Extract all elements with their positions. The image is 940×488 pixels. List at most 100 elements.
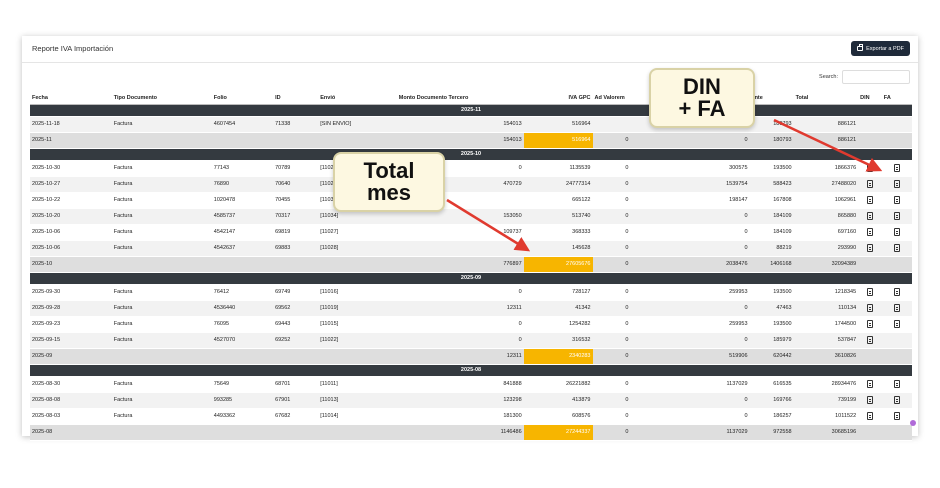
table-cell: 368333 <box>523 224 593 241</box>
table-cell: 69562 <box>273 300 319 317</box>
din-document-icon[interactable] <box>866 244 873 252</box>
table-cell: Factura <box>111 160 212 177</box>
table-cell: [11011] <box>318 376 397 393</box>
column-header[interactable]: Total <box>793 92 859 105</box>
fa-document-icon[interactable] <box>893 380 900 388</box>
din-document-icon[interactable] <box>866 396 873 404</box>
column-header[interactable]: ente <box>749 92 794 105</box>
table-cell: Factura <box>111 332 212 349</box>
din-document-icon[interactable] <box>866 304 873 312</box>
column-header[interactable]: Fecha <box>30 92 112 105</box>
table-cell: [11028] <box>318 240 397 257</box>
table-cell: 76890 <box>211 176 274 193</box>
table-cell: 70455 <box>273 192 319 209</box>
column-header[interactable]: FA <box>881 92 912 105</box>
fa-cell <box>881 300 912 317</box>
table-row: 2025-10-30 Factura 77143 70789 [11029] 0 11355… <box>30 160 912 177</box>
din-document-icon[interactable] <box>866 320 873 328</box>
table-cell: 30685196 <box>793 424 859 441</box>
table-cell: 0 <box>592 176 662 193</box>
fa-document-icon[interactable] <box>893 412 900 420</box>
table-cell: 145628 <box>523 240 593 257</box>
fa-cell <box>881 256 912 273</box>
table-cell: [SIN ENVIO] <box>318 116 397 133</box>
fa-cell <box>881 132 912 149</box>
table-cell <box>211 256 274 273</box>
table-cell: 841888 <box>396 376 524 393</box>
search-label: Search: <box>819 74 838 80</box>
table-cell <box>211 424 274 441</box>
column-header[interactable]: ID <box>273 92 319 105</box>
table-row: 2025-09-30 Factura 76412 69749 [11016] 0 72812… <box>30 284 912 301</box>
table-cell: 181300 <box>396 408 524 425</box>
column-header[interactable]: Envió <box>318 92 397 105</box>
printer-icon <box>857 44 864 51</box>
table-cell: 88219 <box>749 240 794 257</box>
din-document-icon[interactable] <box>866 164 873 172</box>
din-cell <box>858 348 882 365</box>
column-header[interactable]: Folio <box>211 92 274 105</box>
table-cell <box>111 132 212 149</box>
subtotal-row: 2025-08 1146486 27244337 0 1137029 972558 3068… <box>30 424 912 441</box>
column-header[interactable]: Monto Documento Tercero <box>396 92 524 105</box>
din-document-icon[interactable] <box>866 196 873 204</box>
table-cell: 47463 <box>749 300 794 317</box>
table-cell: 0 <box>661 392 750 409</box>
table-cell <box>592 116 662 133</box>
table-cell: 4493362 <box>211 408 274 425</box>
fa-document-icon[interactable] <box>893 228 900 236</box>
table-cell: 154013 <box>396 116 524 133</box>
fa-document-icon[interactable] <box>893 396 900 404</box>
table-cell: 4585737 <box>211 208 274 225</box>
table-cell: 0 <box>592 192 662 209</box>
din-document-icon[interactable] <box>866 336 873 344</box>
table-cell: 68701 <box>273 376 319 393</box>
din-cell <box>858 424 882 441</box>
fa-document-icon[interactable] <box>893 320 900 328</box>
subtotal-row: 2025-09 12311 2340283 0 519906 620442 3610826 <box>30 348 912 365</box>
fa-document-icon[interactable] <box>893 288 900 296</box>
fa-document-icon[interactable] <box>893 244 900 252</box>
table-cell: 1254282 <box>523 316 593 333</box>
column-header[interactable]: Ad Valorem <box>592 92 662 105</box>
table-cell <box>318 348 397 365</box>
table-row: 2025-08-03 Factura 4493362 67682 [11014] 1813… <box>30 408 912 425</box>
search-input[interactable] <box>842 70 910 84</box>
column-header[interactable]: DIN <box>858 92 882 105</box>
table-cell: Factura <box>111 284 212 301</box>
table-cell: 193500 <box>749 284 794 301</box>
table-cell: 27605676 <box>523 256 593 273</box>
din-document-icon[interactable] <box>866 228 873 236</box>
table-cell: 0 <box>592 132 662 149</box>
table-cell: 0 <box>592 240 662 257</box>
din-document-icon[interactable] <box>866 380 873 388</box>
table-cell: 169766 <box>749 392 794 409</box>
table-cell: 2025-10-22 <box>30 192 112 209</box>
table-cell: [11034] <box>318 208 397 225</box>
callout-din-fa: DIN + FA <box>649 68 755 128</box>
column-header[interactable]: IVA GPC <box>523 92 593 105</box>
table-cell: 0 <box>592 160 662 177</box>
table-cell: 300575 <box>661 160 750 177</box>
column-header[interactable]: Tipo Documento <box>111 92 212 105</box>
din-document-icon[interactable] <box>866 212 873 220</box>
table-cell: [11016] <box>318 284 397 301</box>
din-cell <box>858 160 882 177</box>
din-document-icon[interactable] <box>866 180 873 188</box>
fa-document-icon[interactable] <box>893 164 900 172</box>
din-document-icon[interactable] <box>866 412 873 420</box>
din-cell <box>858 208 882 225</box>
table-cell: 2025-10-06 <box>30 224 112 241</box>
fa-document-icon[interactable] <box>893 180 900 188</box>
export-pdf-button[interactable]: Exportar a PDF <box>851 41 910 56</box>
fa-document-icon[interactable] <box>893 212 900 220</box>
table-cell: Factura <box>111 376 212 393</box>
table-cell: 198147 <box>661 192 750 209</box>
table-cell: 76412 <box>211 284 274 301</box>
table-cell: 109737 <box>396 224 524 241</box>
fa-document-icon[interactable] <box>893 304 900 312</box>
din-document-icon[interactable] <box>866 288 873 296</box>
fa-document-icon[interactable] <box>893 196 900 204</box>
month-group-header: 2025-10 <box>30 148 912 161</box>
table-row: 2025-09-28 Factura 4536440 69562 [11019] 1231… <box>30 300 912 317</box>
